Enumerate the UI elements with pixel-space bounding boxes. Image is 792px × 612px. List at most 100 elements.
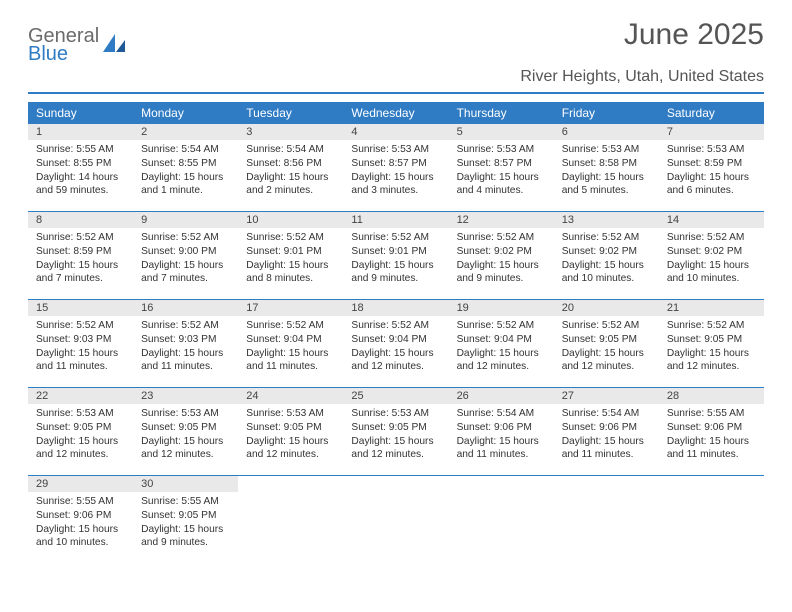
sunset-text: Sunset: 8:58 PM (562, 157, 651, 171)
day-body: Sunrise: 5:53 AMSunset: 9:05 PMDaylight:… (343, 404, 448, 468)
sunset-text: Sunset: 8:57 PM (457, 157, 546, 171)
day-body: Sunrise: 5:54 AMSunset: 8:55 PMDaylight:… (133, 140, 238, 204)
sunrise-text: Sunrise: 5:55 AM (36, 495, 125, 509)
sunset-text: Sunset: 9:04 PM (457, 333, 546, 347)
daylight-text: Daylight: 15 hours and 6 minutes. (667, 171, 756, 199)
sunrise-text: Sunrise: 5:53 AM (351, 143, 440, 157)
sunset-text: Sunset: 8:55 PM (36, 157, 125, 171)
daylight-text: Daylight: 15 hours and 12 minutes. (562, 347, 651, 375)
day-number: 20 (554, 300, 659, 316)
day-cell: 14Sunrise: 5:52 AMSunset: 9:02 PMDayligh… (659, 212, 764, 299)
day-body: Sunrise: 5:53 AMSunset: 9:05 PMDaylight:… (133, 404, 238, 468)
day-cell (449, 476, 554, 564)
daylight-text: Daylight: 15 hours and 5 minutes. (562, 171, 651, 199)
day-number: 8 (28, 212, 133, 228)
day-cell: 30Sunrise: 5:55 AMSunset: 9:05 PMDayligh… (133, 476, 238, 564)
day-cell: 26Sunrise: 5:54 AMSunset: 9:06 PMDayligh… (449, 388, 554, 475)
day-cell (238, 476, 343, 564)
daylight-text: Daylight: 15 hours and 4 minutes. (457, 171, 546, 199)
sunrise-text: Sunrise: 5:52 AM (351, 319, 440, 333)
week-row: 29Sunrise: 5:55 AMSunset: 9:06 PMDayligh… (28, 476, 764, 564)
day-cell: 6Sunrise: 5:53 AMSunset: 8:58 PMDaylight… (554, 124, 659, 211)
day-body: Sunrise: 5:53 AMSunset: 8:58 PMDaylight:… (554, 140, 659, 204)
daylight-text: Daylight: 15 hours and 11 minutes. (667, 435, 756, 463)
weekday-header: Saturday (659, 102, 764, 124)
daylight-text: Daylight: 15 hours and 12 minutes. (141, 435, 230, 463)
day-body: Sunrise: 5:55 AMSunset: 9:06 PMDaylight:… (659, 404, 764, 468)
day-number: 29 (28, 476, 133, 492)
sunset-text: Sunset: 9:05 PM (667, 333, 756, 347)
day-cell: 27Sunrise: 5:54 AMSunset: 9:06 PMDayligh… (554, 388, 659, 475)
day-number: 28 (659, 388, 764, 404)
sunset-text: Sunset: 9:03 PM (141, 333, 230, 347)
sunrise-text: Sunrise: 5:54 AM (246, 143, 335, 157)
daylight-text: Daylight: 15 hours and 11 minutes. (246, 347, 335, 375)
title-block: June 2025 (624, 18, 764, 52)
brand-logo: General Blue (28, 26, 127, 64)
sunrise-text: Sunrise: 5:54 AM (141, 143, 230, 157)
weekday-header: Thursday (449, 102, 554, 124)
sunset-text: Sunset: 8:55 PM (141, 157, 230, 171)
day-number: 13 (554, 212, 659, 228)
day-body: Sunrise: 5:53 AMSunset: 8:59 PMDaylight:… (659, 140, 764, 204)
sunrise-text: Sunrise: 5:53 AM (141, 407, 230, 421)
sunrise-text: Sunrise: 5:52 AM (36, 319, 125, 333)
day-number: 18 (343, 300, 448, 316)
daylight-text: Daylight: 15 hours and 10 minutes. (36, 523, 125, 551)
day-cell: 10Sunrise: 5:52 AMSunset: 9:01 PMDayligh… (238, 212, 343, 299)
daylight-text: Daylight: 15 hours and 8 minutes. (246, 259, 335, 287)
weekday-header: Friday (554, 102, 659, 124)
weekday-header-row: SundayMondayTuesdayWednesdayThursdayFrid… (28, 102, 764, 124)
day-number: 1 (28, 124, 133, 140)
month-title: June 2025 (624, 18, 764, 52)
sunrise-text: Sunrise: 5:53 AM (667, 143, 756, 157)
day-body: Sunrise: 5:53 AMSunset: 8:57 PMDaylight:… (449, 140, 554, 204)
daylight-text: Daylight: 15 hours and 11 minutes. (562, 435, 651, 463)
day-body: Sunrise: 5:52 AMSunset: 9:01 PMDaylight:… (343, 228, 448, 292)
sunset-text: Sunset: 9:01 PM (246, 245, 335, 259)
calendar: SundayMondayTuesdayWednesdayThursdayFrid… (28, 102, 764, 564)
daylight-text: Daylight: 15 hours and 12 minutes. (457, 347, 546, 375)
daylight-text: Daylight: 15 hours and 2 minutes. (246, 171, 335, 199)
day-cell: 25Sunrise: 5:53 AMSunset: 9:05 PMDayligh… (343, 388, 448, 475)
day-body: Sunrise: 5:52 AMSunset: 9:03 PMDaylight:… (133, 316, 238, 380)
day-number: 7 (659, 124, 764, 140)
sunset-text: Sunset: 8:59 PM (667, 157, 756, 171)
daylight-text: Daylight: 15 hours and 10 minutes. (562, 259, 651, 287)
day-body: Sunrise: 5:52 AMSunset: 8:59 PMDaylight:… (28, 228, 133, 292)
day-number: 26 (449, 388, 554, 404)
day-cell: 13Sunrise: 5:52 AMSunset: 9:02 PMDayligh… (554, 212, 659, 299)
daylight-text: Daylight: 15 hours and 12 minutes. (351, 435, 440, 463)
day-cell: 21Sunrise: 5:52 AMSunset: 9:05 PMDayligh… (659, 300, 764, 387)
sunset-text: Sunset: 9:05 PM (351, 421, 440, 435)
sunset-text: Sunset: 9:03 PM (36, 333, 125, 347)
sunset-text: Sunset: 9:02 PM (562, 245, 651, 259)
day-body: Sunrise: 5:55 AMSunset: 9:05 PMDaylight:… (133, 492, 238, 556)
week-row: 15Sunrise: 5:52 AMSunset: 9:03 PMDayligh… (28, 300, 764, 388)
daylight-text: Daylight: 15 hours and 12 minutes. (36, 435, 125, 463)
day-number: 2 (133, 124, 238, 140)
day-cell (659, 476, 764, 564)
day-cell: 3Sunrise: 5:54 AMSunset: 8:56 PMDaylight… (238, 124, 343, 211)
sunrise-text: Sunrise: 5:54 AM (562, 407, 651, 421)
sunrise-text: Sunrise: 5:52 AM (141, 231, 230, 245)
sunrise-text: Sunrise: 5:53 AM (457, 143, 546, 157)
sunrise-text: Sunrise: 5:52 AM (351, 231, 440, 245)
day-cell: 1Sunrise: 5:55 AMSunset: 8:55 PMDaylight… (28, 124, 133, 211)
day-body: Sunrise: 5:54 AMSunset: 9:06 PMDaylight:… (554, 404, 659, 468)
daylight-text: Daylight: 15 hours and 11 minutes. (36, 347, 125, 375)
sunrise-text: Sunrise: 5:55 AM (36, 143, 125, 157)
sunset-text: Sunset: 9:05 PM (246, 421, 335, 435)
sunrise-text: Sunrise: 5:52 AM (562, 319, 651, 333)
sunrise-text: Sunrise: 5:55 AM (141, 495, 230, 509)
sunset-text: Sunset: 9:05 PM (36, 421, 125, 435)
daylight-text: Daylight: 15 hours and 12 minutes. (667, 347, 756, 375)
daylight-text: Daylight: 15 hours and 9 minutes. (457, 259, 546, 287)
sunset-text: Sunset: 9:05 PM (141, 421, 230, 435)
daylight-text: Daylight: 15 hours and 3 minutes. (351, 171, 440, 199)
sunrise-text: Sunrise: 5:52 AM (246, 231, 335, 245)
day-body: Sunrise: 5:53 AMSunset: 9:05 PMDaylight:… (238, 404, 343, 468)
day-cell: 11Sunrise: 5:52 AMSunset: 9:01 PMDayligh… (343, 212, 448, 299)
day-number: 25 (343, 388, 448, 404)
day-cell: 22Sunrise: 5:53 AMSunset: 9:05 PMDayligh… (28, 388, 133, 475)
